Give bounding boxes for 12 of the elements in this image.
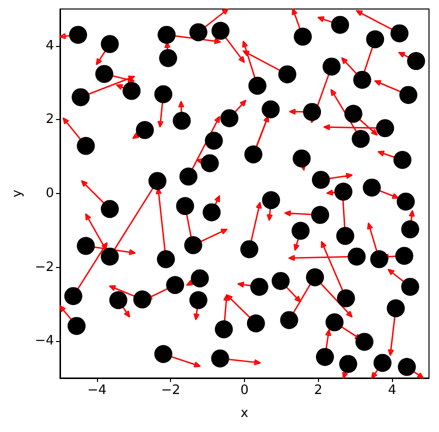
x-tick-label: 4 — [388, 383, 396, 398]
y-tick-label: −4 — [34, 334, 54, 349]
x-tick-label: −4 — [87, 383, 106, 398]
y-axis-title: y — [10, 189, 25, 198]
y-tick-label: 0 — [46, 186, 54, 201]
x-tick-label: 0 — [240, 383, 249, 398]
y-tick-label: 4 — [46, 38, 54, 54]
x-axis-title: x — [240, 406, 249, 421]
y-tick-label: −2 — [34, 260, 54, 275]
x-tick-label: −2 — [161, 383, 180, 398]
y-tick-label: 2 — [46, 112, 54, 128]
x-tick-label: 2 — [314, 383, 322, 398]
